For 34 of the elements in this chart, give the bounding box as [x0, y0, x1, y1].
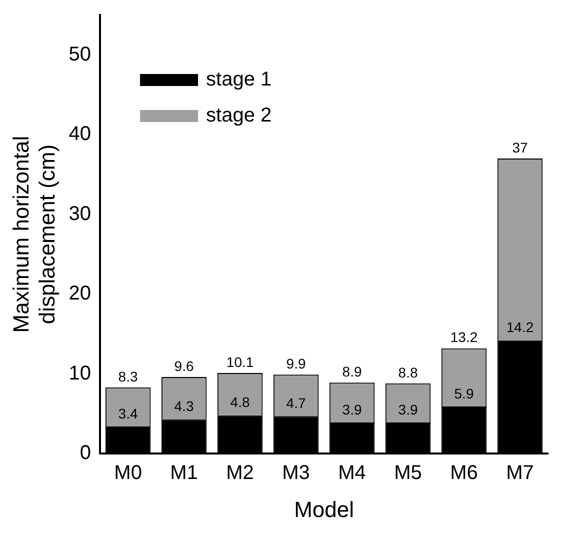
total-label: 9.6 [174, 358, 194, 374]
y-axis-title: Maximum horizontal displacement (cm) [8, 136, 60, 333]
x-tick-label: M5 [394, 462, 422, 484]
data-label: 3.4 [118, 405, 138, 422]
x-axis-title: Model [294, 496, 354, 522]
data-label: 14.2 [506, 319, 534, 336]
total-label: 13.2 [450, 329, 478, 346]
data-label: 5.9 [454, 385, 474, 402]
data-label: 3.9 [398, 401, 418, 418]
data-label: 4.3 [174, 398, 194, 414]
total-label: 8.8 [398, 364, 418, 380]
y-tick-label: 20 [68, 282, 92, 305]
x-tick-label: M0 [114, 462, 142, 484]
x-tick-label: M6 [450, 462, 478, 484]
total-label: 9.9 [286, 356, 306, 372]
y-tick-label: 0 [80, 442, 92, 464]
x-tick-label: M4 [338, 462, 366, 484]
x-tick-label: M3 [282, 462, 310, 484]
x-tick-label: M2 [226, 462, 254, 484]
data-label: 4.7 [286, 394, 306, 411]
legend-label: stage 1 [206, 68, 272, 91]
y-tick-label: 10 [68, 362, 92, 384]
total-label: 8.9 [342, 363, 362, 380]
y-tick-label: 40 [68, 123, 92, 146]
total-label: 37 [512, 139, 528, 156]
y-tick-label: 50 [68, 43, 92, 66]
total-label: 10.1 [226, 354, 254, 370]
x-tick-label: M7 [506, 462, 534, 484]
total-label: 8.3 [118, 368, 138, 384]
x-tick-label: M1 [170, 462, 198, 484]
data-label: 3.9 [342, 401, 362, 418]
data-label: 4.8 [230, 394, 250, 410]
y-tick-label: 30 [68, 202, 92, 225]
legend-label: stage 2 [206, 104, 272, 127]
